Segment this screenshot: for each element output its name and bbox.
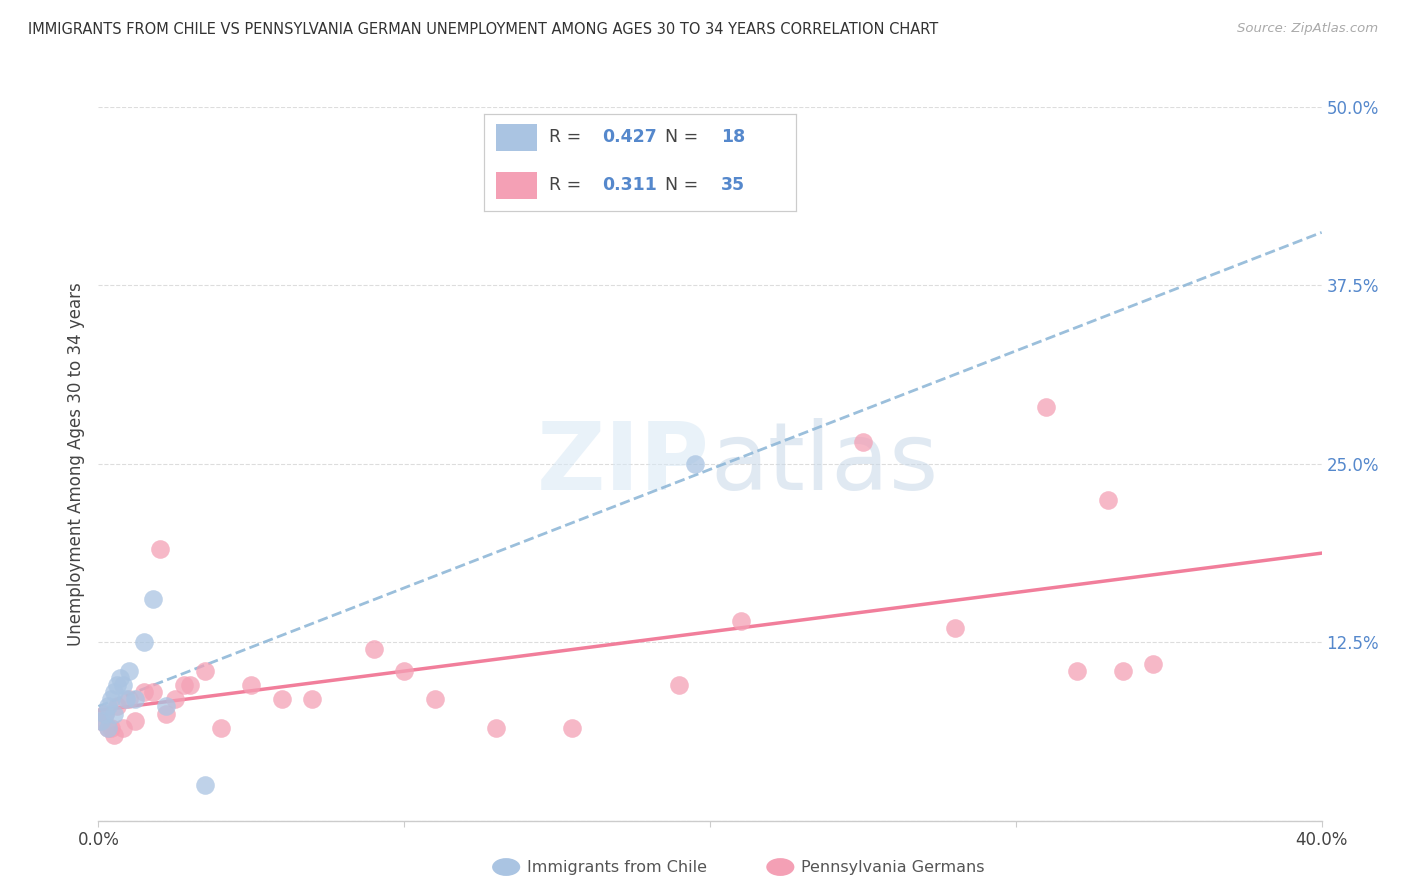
- Point: [124, 714, 146, 728]
- Point: [118, 692, 141, 706]
- Point: [124, 692, 146, 706]
- Text: Immigrants from Chile: Immigrants from Chile: [527, 860, 707, 874]
- Point: [163, 692, 186, 706]
- Point: [134, 635, 156, 649]
- Point: [270, 692, 292, 706]
- Point: [240, 678, 263, 692]
- Point: [142, 592, 165, 607]
- Text: ZIP: ZIP: [537, 417, 710, 510]
- Point: [105, 699, 128, 714]
- Point: [108, 671, 131, 685]
- Point: [194, 664, 217, 678]
- Point: [392, 664, 416, 678]
- Point: [852, 435, 875, 450]
- Point: [1035, 400, 1057, 414]
- Point: [105, 678, 128, 692]
- Point: [1142, 657, 1164, 671]
- Point: [111, 678, 134, 692]
- Point: [209, 721, 232, 735]
- Point: [97, 699, 120, 714]
- Point: [100, 721, 122, 735]
- Point: [111, 721, 134, 735]
- Point: [668, 678, 690, 692]
- Point: [93, 706, 115, 721]
- Point: [103, 706, 125, 721]
- Point: [134, 685, 156, 699]
- Point: [485, 721, 508, 735]
- Point: [90, 714, 112, 728]
- Point: [97, 721, 120, 735]
- Point: [1066, 664, 1088, 678]
- Text: IMMIGRANTS FROM CHILE VS PENNSYLVANIA GERMAN UNEMPLOYMENT AMONG AGES 30 TO 34 YE: IMMIGRANTS FROM CHILE VS PENNSYLVANIA GE…: [28, 22, 938, 37]
- Point: [301, 692, 323, 706]
- Text: Pennsylvania Germans: Pennsylvania Germans: [801, 860, 986, 874]
- Circle shape: [766, 858, 794, 876]
- Point: [1112, 664, 1135, 678]
- Point: [179, 678, 201, 692]
- Point: [363, 642, 385, 657]
- Point: [155, 699, 177, 714]
- Point: [93, 706, 115, 721]
- Circle shape: [492, 858, 520, 876]
- Point: [155, 706, 177, 721]
- Point: [103, 685, 125, 699]
- Point: [90, 714, 112, 728]
- Point: [173, 678, 195, 692]
- Point: [561, 721, 583, 735]
- Point: [142, 685, 165, 699]
- Point: [103, 728, 125, 742]
- Point: [423, 692, 446, 706]
- Text: Source: ZipAtlas.com: Source: ZipAtlas.com: [1237, 22, 1378, 36]
- Point: [683, 457, 706, 471]
- Point: [100, 692, 122, 706]
- Point: [194, 778, 217, 792]
- Point: [97, 721, 120, 735]
- Point: [149, 542, 172, 557]
- Point: [1097, 492, 1119, 507]
- Text: atlas: atlas: [710, 417, 938, 510]
- Point: [943, 621, 966, 635]
- Y-axis label: Unemployment Among Ages 30 to 34 years: Unemployment Among Ages 30 to 34 years: [66, 282, 84, 646]
- Point: [118, 664, 141, 678]
- Point: [115, 692, 138, 706]
- Point: [730, 614, 752, 628]
